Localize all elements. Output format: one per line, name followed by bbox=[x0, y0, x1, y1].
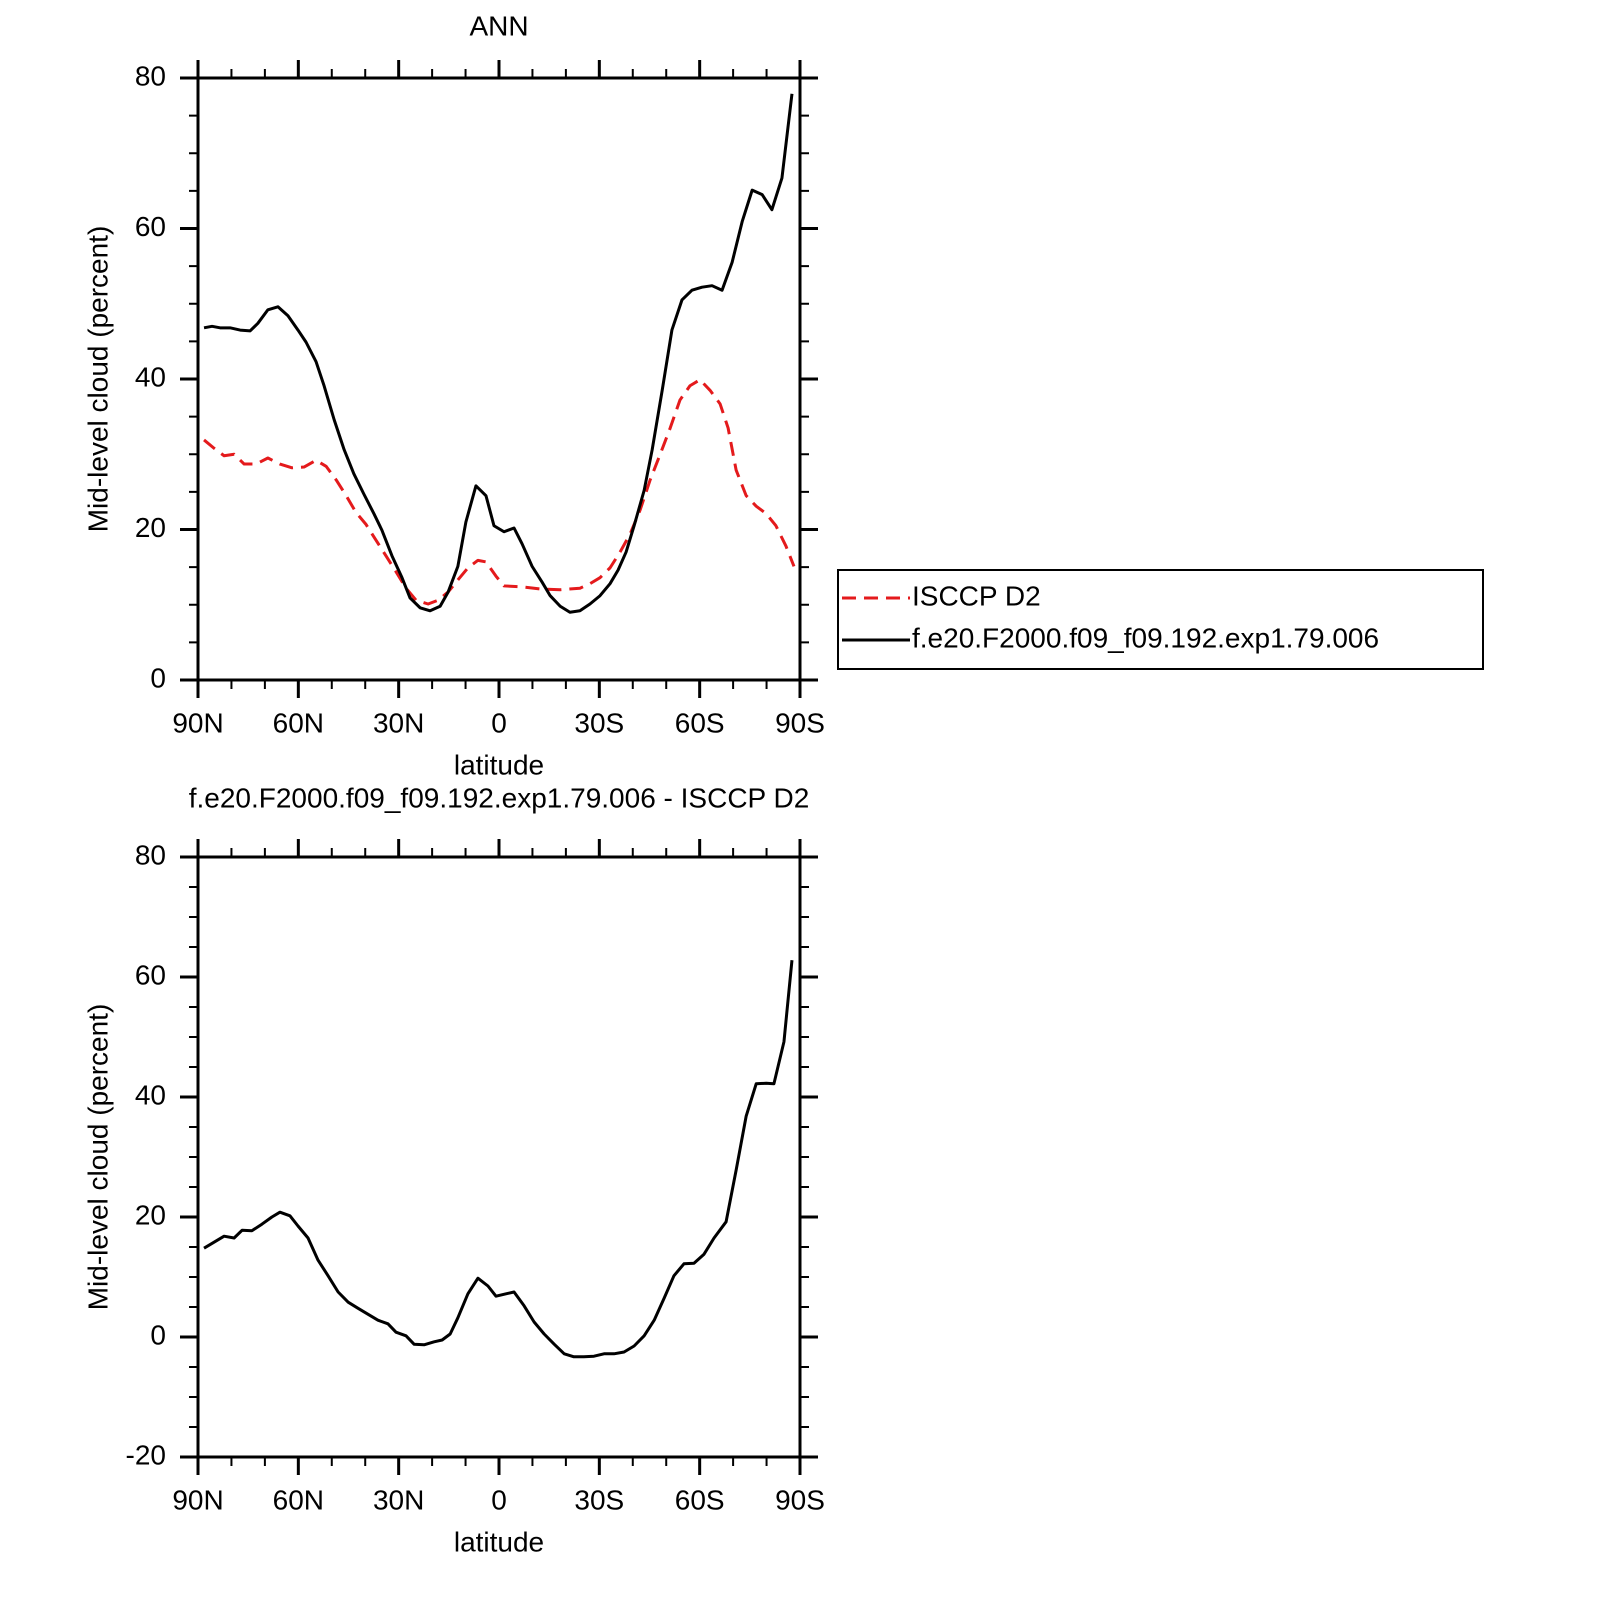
x-tick-label: 60N bbox=[273, 707, 324, 738]
plot-frame bbox=[196, 855, 802, 1459]
legend-box bbox=[837, 569, 1484, 670]
data-line bbox=[203, 960, 794, 1359]
x-tick-label: 60N bbox=[273, 1484, 324, 1515]
x-tick-label: 90S bbox=[775, 1484, 825, 1515]
x-tick-label: 0 bbox=[491, 1484, 507, 1515]
x-tick-label: 60S bbox=[675, 707, 725, 738]
x-tick-label: 30N bbox=[373, 1484, 424, 1515]
chart-title: f.e20.F2000.f09_f09.192.exp1.79.006 - IS… bbox=[189, 782, 810, 813]
x-tick-label: 60S bbox=[675, 1484, 725, 1515]
y-tick-label: 0 bbox=[150, 1319, 166, 1350]
y-tick-label: 80 bbox=[135, 60, 166, 91]
y-tick-label: -20 bbox=[126, 1439, 166, 1470]
x-tick-label: 30N bbox=[373, 707, 424, 738]
legend-label: ISCCP D2 bbox=[912, 580, 1041, 611]
y-tick-label: 40 bbox=[135, 1079, 166, 1110]
plot-frame bbox=[196, 76, 802, 682]
y-tick-label: 80 bbox=[135, 839, 166, 870]
y-axis-label: Mid-level cloud (percent) bbox=[82, 1004, 113, 1311]
chart-title: ANN bbox=[469, 10, 528, 41]
data-line bbox=[203, 93, 794, 614]
y-tick-label: 20 bbox=[135, 1199, 166, 1230]
x-tick-label: 0 bbox=[491, 707, 507, 738]
x-tick-label: 30S bbox=[574, 707, 624, 738]
x-axis-label: latitude bbox=[454, 749, 544, 780]
y-axis-label: Mid-level cloud (percent) bbox=[82, 226, 113, 533]
y-tick-label: 60 bbox=[135, 211, 166, 242]
x-tick-label: 90N bbox=[172, 707, 223, 738]
x-tick-label: 30S bbox=[574, 1484, 624, 1515]
x-tick-label: 90S bbox=[775, 707, 825, 738]
x-tick-label: 90N bbox=[172, 1484, 223, 1515]
y-tick-label: 60 bbox=[135, 959, 166, 990]
data-line bbox=[203, 378, 796, 606]
y-tick-label: 40 bbox=[135, 361, 166, 392]
legend-label: f.e20.F2000.f09_f09.192.exp1.79.006 bbox=[912, 622, 1379, 653]
y-tick-label: 0 bbox=[150, 662, 166, 693]
y-tick-label: 20 bbox=[135, 512, 166, 543]
x-axis-label: latitude bbox=[454, 1526, 544, 1557]
